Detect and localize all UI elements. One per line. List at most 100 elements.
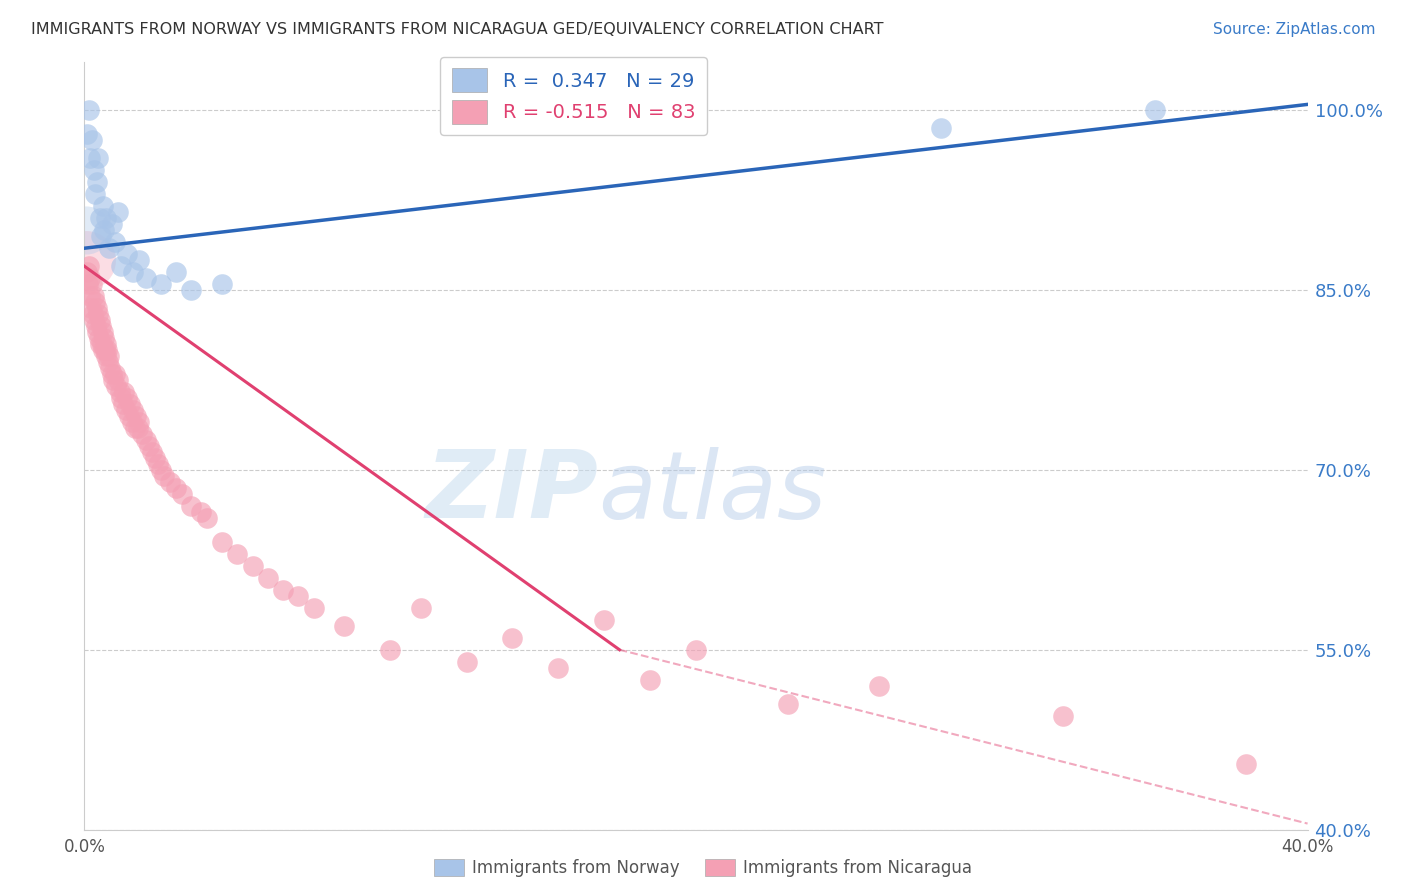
- Point: [141, 445, 163, 459]
- Point: [211, 534, 233, 549]
- Text: Source: ZipAtlas.com: Source: ZipAtlas.com: [1212, 22, 1375, 37]
- Point: [124, 421, 146, 435]
- Point: [93, 331, 115, 345]
- Point: [149, 277, 172, 292]
- Point: [211, 277, 233, 292]
- Point: [90, 319, 112, 334]
- Point: [1236, 756, 1258, 771]
- Point: [257, 571, 280, 585]
- Point: [89, 211, 111, 226]
- Point: [118, 409, 141, 423]
- Point: [115, 247, 138, 261]
- Point: [75, 223, 97, 237]
- Point: [929, 121, 952, 136]
- Point: [869, 679, 891, 693]
- Point: [593, 613, 616, 627]
- Point: [127, 421, 149, 435]
- Point: [97, 241, 120, 255]
- Point: [114, 403, 136, 417]
- Point: [76, 265, 98, 279]
- Point: [302, 600, 325, 615]
- Point: [180, 283, 202, 297]
- Point: [97, 349, 120, 363]
- Point: [77, 259, 100, 273]
- Point: [172, 487, 194, 501]
- Point: [502, 631, 524, 645]
- Point: [190, 505, 212, 519]
- Point: [87, 151, 110, 165]
- Point: [79, 151, 101, 165]
- Point: [333, 619, 356, 633]
- Point: [101, 217, 124, 231]
- Point: [86, 301, 108, 315]
- Point: [409, 600, 432, 615]
- Point: [75, 253, 97, 268]
- Point: [104, 235, 127, 250]
- Point: [107, 373, 129, 387]
- Point: [165, 265, 187, 279]
- Point: [76, 128, 98, 142]
- Legend: R =  0.347   N = 29, R = -0.515   N = 83: R = 0.347 N = 29, R = -0.515 N = 83: [440, 57, 707, 136]
- Point: [90, 229, 112, 244]
- Point: [122, 265, 145, 279]
- Point: [94, 211, 117, 226]
- Point: [94, 343, 117, 358]
- Point: [1143, 103, 1166, 118]
- Point: [96, 343, 118, 358]
- Point: [77, 103, 100, 118]
- Point: [98, 361, 121, 376]
- Point: [94, 337, 117, 351]
- Point: [685, 642, 707, 657]
- Point: [87, 331, 110, 345]
- Point: [83, 163, 105, 178]
- Point: [83, 289, 105, 303]
- Point: [146, 457, 169, 471]
- Point: [91, 325, 114, 339]
- Point: [79, 289, 101, 303]
- Point: [87, 307, 110, 321]
- Point: [380, 642, 402, 657]
- Point: [120, 397, 142, 411]
- Point: [84, 319, 107, 334]
- Point: [121, 415, 143, 429]
- Point: [115, 391, 138, 405]
- Point: [776, 697, 799, 711]
- Point: [79, 271, 101, 285]
- Point: [86, 325, 108, 339]
- Point: [456, 655, 478, 669]
- Point: [502, 109, 524, 123]
- Legend: Immigrants from Norway, Immigrants from Nicaragua: Immigrants from Norway, Immigrants from …: [427, 852, 979, 884]
- Point: [108, 385, 131, 400]
- Point: [125, 409, 148, 423]
- Point: [287, 589, 309, 603]
- Text: ZIP: ZIP: [425, 446, 598, 538]
- Point: [101, 367, 124, 381]
- Point: [107, 205, 129, 219]
- Point: [82, 307, 104, 321]
- Point: [128, 253, 150, 268]
- Point: [131, 427, 153, 442]
- Point: [195, 511, 218, 525]
- Point: [165, 481, 187, 495]
- Point: [80, 277, 103, 292]
- Point: [111, 397, 134, 411]
- Point: [143, 450, 166, 465]
- Point: [135, 433, 157, 447]
- Point: [242, 558, 264, 573]
- Point: [89, 313, 111, 327]
- Point: [638, 673, 661, 687]
- Point: [93, 223, 115, 237]
- Point: [91, 343, 114, 358]
- Point: [226, 547, 249, 561]
- Point: [105, 379, 128, 393]
- Point: [153, 469, 176, 483]
- Point: [112, 385, 135, 400]
- Text: atlas: atlas: [598, 447, 827, 538]
- Point: [84, 295, 107, 310]
- Point: [103, 373, 125, 387]
- Point: [180, 499, 202, 513]
- Point: [128, 415, 150, 429]
- Point: [110, 259, 132, 273]
- Point: [1052, 708, 1074, 723]
- Text: IMMIGRANTS FROM NORWAY VS IMMIGRANTS FROM NICARAGUA GED/EQUIVALENCY CORRELATION : IMMIGRANTS FROM NORWAY VS IMMIGRANTS FRO…: [31, 22, 883, 37]
